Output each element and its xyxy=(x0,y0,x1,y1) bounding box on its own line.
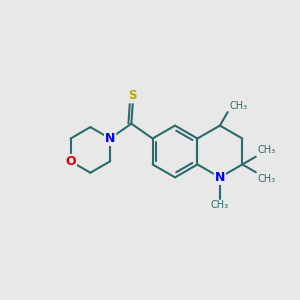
Text: N: N xyxy=(105,132,115,145)
Text: CH₃: CH₃ xyxy=(257,174,275,184)
Text: CH₃: CH₃ xyxy=(229,100,247,111)
Text: CH₃: CH₃ xyxy=(257,145,275,155)
Text: N: N xyxy=(215,171,225,184)
Text: S: S xyxy=(129,89,137,102)
Text: O: O xyxy=(65,155,76,168)
Text: CH₃: CH₃ xyxy=(211,200,229,210)
